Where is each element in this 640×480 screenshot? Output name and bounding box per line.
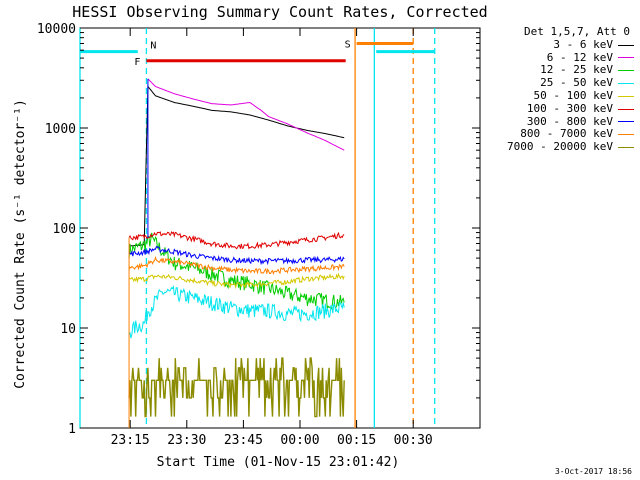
series-line-7 <box>128 255 345 276</box>
state-bar-label-2: F <box>134 57 140 68</box>
y-tick-label-3: 1000 <box>45 122 76 137</box>
x-axis-label: Start Time (01-Nov-15 23:01:42) <box>157 455 400 470</box>
series-line-6 <box>128 245 345 266</box>
series-line-8 <box>128 357 345 418</box>
legend-item: 50 - 100 keV <box>484 88 634 103</box>
legend-label: 25 - 50 keV <box>540 76 613 90</box>
legend-label: 6 - 12 keV <box>546 50 613 64</box>
legend-heading: Det 1,5,7, Att 0 <box>524 25 630 38</box>
legend-item: 25 - 50 keV <box>484 76 634 90</box>
series-line-0 <box>129 85 345 247</box>
axes: 1 10 100 1000 10000 23:15 23:30 23:45 00:00 00:15… <box>37 22 480 448</box>
legend-rows: 3 - 6 keV 6 - 12 keV 12 - 25 keV 25 - 50 ke… <box>484 37 634 154</box>
legend-label: 800 - 7000 keV <box>520 127 613 141</box>
legend-label: 50 - 100 keV <box>533 88 613 102</box>
legend-item: 3 - 6 keV <box>484 37 634 52</box>
legend-swatch <box>618 44 634 46</box>
legend-swatch <box>618 147 634 149</box>
legend-swatch <box>618 57 634 59</box>
state-bar-label-1: N <box>150 41 156 52</box>
legend-swatch <box>618 95 634 97</box>
series-line-5 <box>128 230 345 250</box>
legend-item: 7000 - 20000 keV <box>484 140 634 154</box>
vertical-markers <box>79 28 436 428</box>
series-line-2 <box>128 232 345 311</box>
legend: Det 1,5,7, Att 0 3 - 6 keV 6 - 12 keV 12 -… <box>484 25 634 154</box>
y-tick-label-4: 10000 <box>37 22 76 37</box>
x-tick-label-3: 00:00 <box>280 433 319 448</box>
legend-label: 7000 - 20000 keV <box>507 140 613 154</box>
legend-item: 800 - 7000 keV <box>484 128 634 141</box>
legend-swatch <box>618 83 634 85</box>
x-tick-label-1: 23:30 <box>167 433 206 448</box>
legend-item: 100 - 300 keV <box>484 101 634 116</box>
legend-item: 12 - 25 keV <box>484 64 634 77</box>
x-tick-label-2: 23:45 <box>224 433 263 448</box>
legend-swatch <box>618 70 634 72</box>
legend-label: 100 - 300 keV <box>526 101 613 115</box>
series-line-4 <box>129 272 345 290</box>
y-tick-label-1: 10 <box>60 322 76 337</box>
legend-swatch <box>618 121 634 123</box>
state-bars: NF S <box>80 39 435 68</box>
legend-label: 3 - 6 keV <box>553 37 613 51</box>
chart-title: HESSI Observing Summary Count Rates, Cor… <box>72 3 487 21</box>
state-bar-label-3: S <box>345 39 351 50</box>
legend-label: 12 - 25 keV <box>540 63 613 77</box>
x-tick-label-0: 23:15 <box>111 433 150 448</box>
x-tick-label-4: 00:15 <box>337 433 376 448</box>
legend-item: 300 - 800 keV <box>484 114 634 129</box>
y-tick-label-0: 1 <box>68 422 76 437</box>
y-axis-label: Corrected Count Rate (s⁻¹ detector⁻¹) <box>13 99 28 389</box>
x-tick-label-5: 00:30 <box>394 433 433 448</box>
legend-item: 6 - 12 keV <box>484 50 634 65</box>
series-line-3 <box>128 284 345 339</box>
legend-swatch <box>618 108 634 110</box>
series-lines <box>128 78 345 428</box>
series-line-1 <box>147 78 345 151</box>
legend-label: 300 - 800 keV <box>526 114 613 128</box>
legend-swatch <box>618 134 634 136</box>
y-tick-label-2: 100 <box>53 222 76 237</box>
timestamp-stamp: 3-Oct-2017 18:56 <box>554 467 632 476</box>
